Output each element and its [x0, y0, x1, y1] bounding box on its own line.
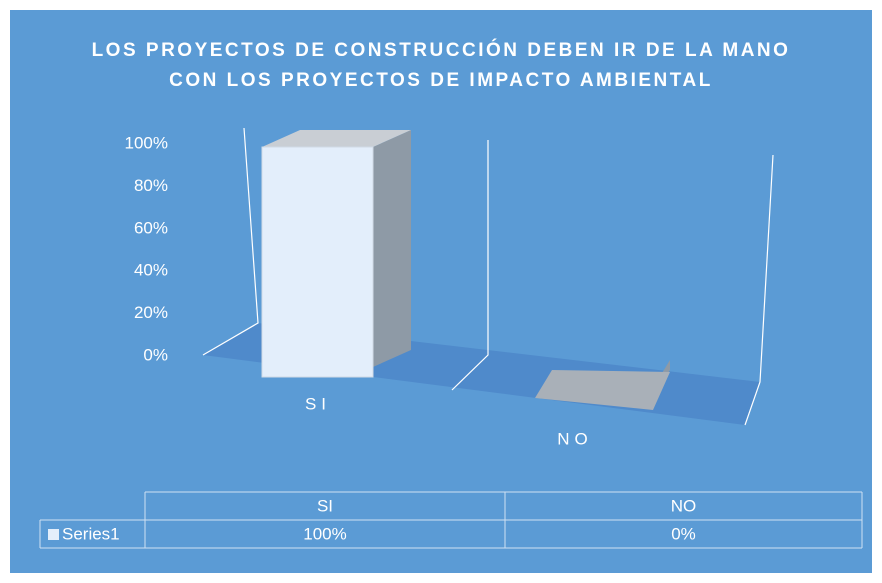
bars	[261, 130, 670, 410]
table-value: 100%	[303, 524, 346, 543]
y-tick-label: 100%	[125, 133, 168, 152]
x-tick-label: SI	[305, 394, 331, 413]
y-tick-label: 20%	[134, 303, 168, 322]
chart-title: LOS PROYECTOS DE CONSTRUCCIÓN DEBEN IR D…	[91, 40, 791, 91]
table-header: SI	[317, 496, 333, 515]
bar-top	[262, 130, 411, 147]
legend-swatch	[48, 529, 59, 540]
table-value: 0%	[671, 524, 696, 543]
right-wall-edge	[744, 154, 774, 426]
mid-wall-edge	[451, 140, 489, 391]
y-tick-label: 60%	[134, 218, 168, 237]
bar-front	[261, 146, 374, 378]
data-table: SI 100% NO 0% Series1	[39, 491, 863, 549]
y-tick-label: 0%	[143, 345, 168, 364]
chart-background	[10, 10, 872, 573]
y-tick-label: 40%	[134, 261, 168, 280]
x-tick-label: NO	[557, 429, 593, 448]
table-header: NO	[671, 496, 697, 515]
bar-side	[373, 130, 411, 367]
bar-top	[535, 370, 670, 410]
y-tick-label: 80%	[134, 176, 168, 195]
left-wall-edge	[202, 127, 259, 356]
legend-label: Series1	[62, 524, 120, 543]
